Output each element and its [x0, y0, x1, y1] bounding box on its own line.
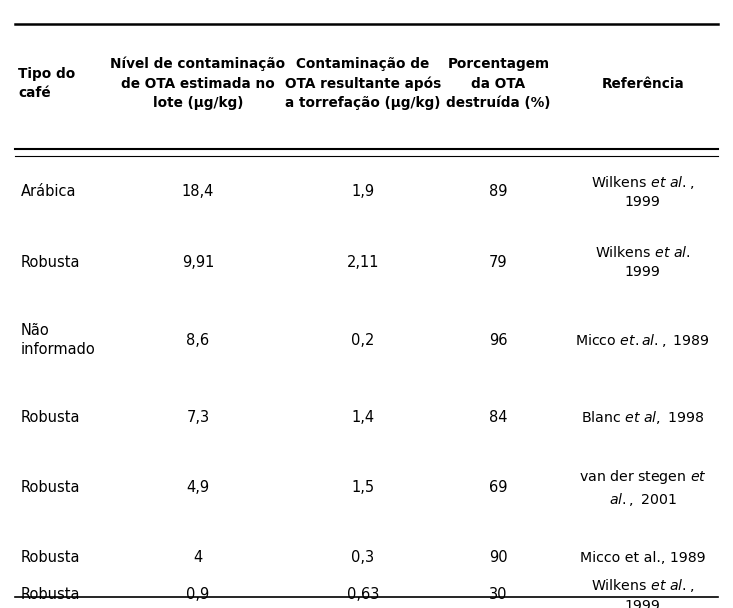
Text: Micco $\it{et.al.,}$ 1989: Micco $\it{et.al.,}$ 1989 — [575, 332, 710, 348]
Text: Wilkens $\it{et\ al.}$,
1999: Wilkens $\it{et\ al.}$, 1999 — [592, 577, 694, 608]
Text: Tipo do
café: Tipo do café — [18, 67, 75, 100]
Text: 0,2: 0,2 — [351, 333, 375, 348]
Text: 7,3: 7,3 — [186, 410, 210, 426]
Text: Robusta: Robusta — [21, 410, 80, 426]
Text: 79: 79 — [489, 255, 508, 269]
Text: Wilkens $\it{et\ al.}$
1999: Wilkens $\it{et\ al.}$ 1999 — [595, 246, 690, 278]
Text: Nível de contaminação
de OTA estimada no
lote (µg/kg): Nível de contaminação de OTA estimada no… — [111, 57, 285, 110]
Text: 96: 96 — [489, 333, 508, 348]
Text: Micco et al., 1989: Micco et al., 1989 — [580, 551, 706, 565]
Text: Referência: Referência — [602, 77, 684, 91]
Text: Robusta: Robusta — [21, 587, 80, 603]
Text: 4,9: 4,9 — [186, 480, 210, 496]
Text: 1,4: 1,4 — [351, 410, 375, 426]
Text: 0,63: 0,63 — [347, 587, 379, 603]
Text: 1,9: 1,9 — [351, 184, 375, 199]
Text: Robusta: Robusta — [21, 550, 80, 565]
Text: Contaminação de
OTA resultante após
a torrefação (µg/kg): Contaminação de OTA resultante após a to… — [284, 57, 441, 111]
Text: 0,3: 0,3 — [351, 550, 375, 565]
Text: Não
informado: Não informado — [21, 323, 95, 357]
Text: Robusta: Robusta — [21, 480, 80, 496]
Text: Porcentagem
da OTA
destruída (%): Porcentagem da OTA destruída (%) — [446, 57, 550, 110]
Text: 0,9: 0,9 — [186, 587, 210, 603]
Text: van der stegen $\it{et}$
$\it{al.,}$ 2001: van der stegen $\it{et}$ $\it{al.,}$ 200… — [579, 468, 707, 508]
Text: 1,5: 1,5 — [351, 480, 375, 496]
Text: 8,6: 8,6 — [186, 333, 210, 348]
Text: Arábica: Arábica — [21, 184, 76, 199]
Text: 84: 84 — [489, 410, 508, 426]
Text: 18,4: 18,4 — [182, 184, 214, 199]
Text: Robusta: Robusta — [21, 255, 80, 269]
Text: 30: 30 — [489, 587, 508, 603]
Text: Blanc $\it{et\ al,}$ 1998: Blanc $\it{et\ al,}$ 1998 — [581, 410, 704, 426]
Text: 69: 69 — [489, 480, 508, 496]
Text: 9,91: 9,91 — [182, 255, 214, 269]
Text: Wilkens $\it{et\ al.}$,
1999: Wilkens $\it{et\ al.}$, 1999 — [592, 174, 694, 209]
Text: 89: 89 — [489, 184, 508, 199]
Text: 2,11: 2,11 — [347, 255, 379, 269]
Text: 4: 4 — [194, 550, 202, 565]
Text: 90: 90 — [489, 550, 508, 565]
